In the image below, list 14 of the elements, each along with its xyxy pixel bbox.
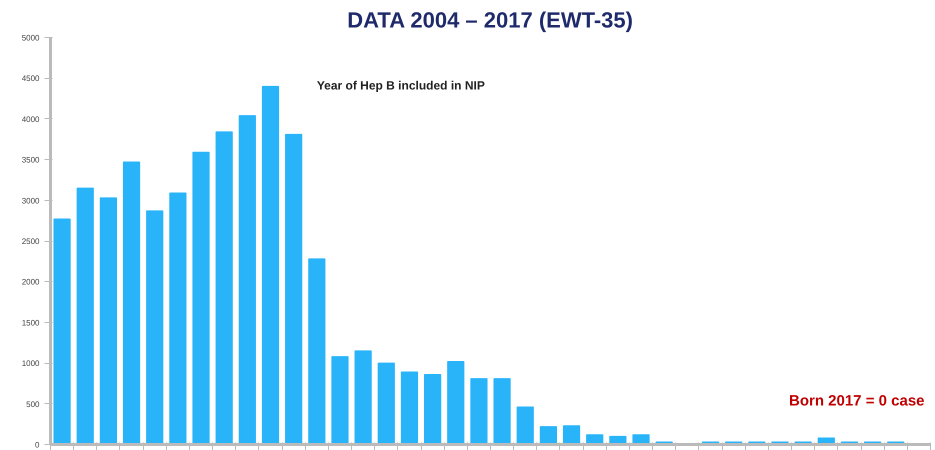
- y-tick-label: 5000: [22, 34, 40, 42]
- y-tick-label: 3500: [22, 156, 40, 165]
- y-tick-label: 1000: [22, 359, 40, 368]
- y-tick-label: 3000: [22, 196, 40, 206]
- y-tick-label: 1500: [22, 318, 40, 328]
- chart-title: DATA 2004 – 2017 (EWT-35): [347, 8, 633, 32]
- annotation: Born 2017 = 0 case: [788, 392, 925, 410]
- y-tick-label: 2500: [22, 237, 40, 246]
- y-tick-label: 0: [35, 440, 40, 450]
- y-tick-label: 2000: [22, 278, 40, 287]
- y-tick-label: 4000: [22, 114, 40, 124]
- annotation: Year of Hep B included in NIP: [316, 78, 485, 92]
- y-tick-label: 4500: [22, 74, 40, 84]
- y-tick-label: 500: [26, 400, 40, 409]
